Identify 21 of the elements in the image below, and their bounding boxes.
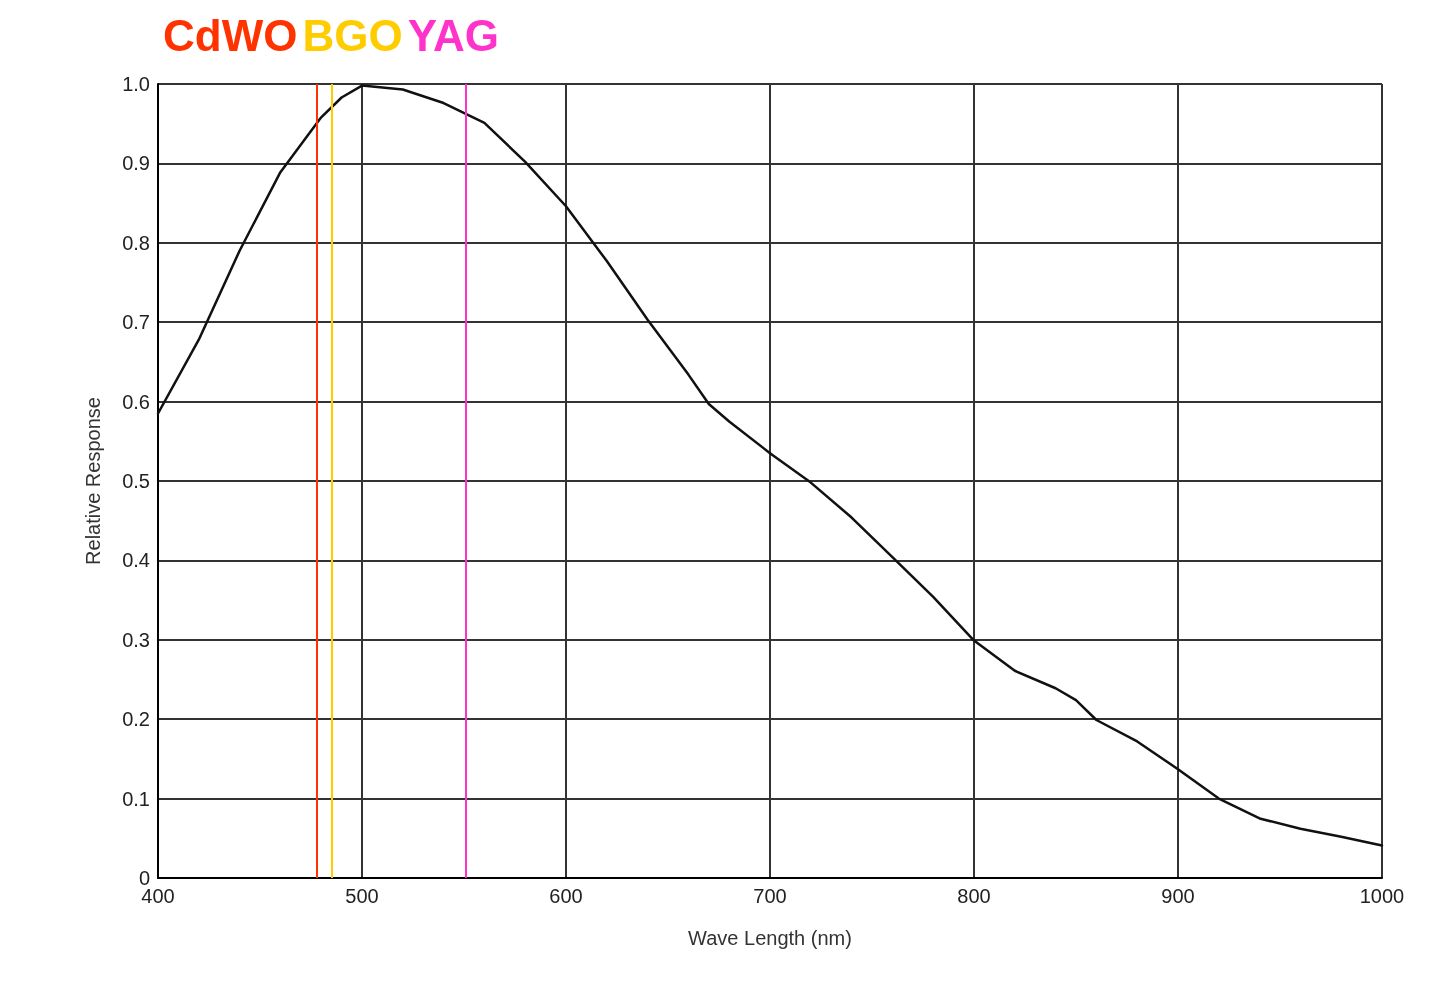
x-tick-label: 900 bbox=[1161, 885, 1195, 907]
x-tick-label: 600 bbox=[549, 885, 583, 907]
x-tick-label: 700 bbox=[753, 885, 787, 907]
y-tick-label: 0.2 bbox=[122, 708, 150, 731]
y-tick-label: 0.6 bbox=[122, 390, 150, 413]
y-tick-label: 0.9 bbox=[122, 152, 150, 175]
y-tick-label: 1.0 bbox=[122, 73, 150, 95]
y-axis-title: Relative Response bbox=[82, 397, 104, 565]
y-tick-label: 0.1 bbox=[122, 787, 150, 810]
y-tick-label: 0.7 bbox=[122, 311, 150, 334]
ref-line-label: YAG bbox=[407, 10, 499, 60]
x-tick-label: 1000 bbox=[1359, 885, 1405, 907]
y-tick-label: 0.8 bbox=[122, 231, 150, 254]
y-tick-label: 0.3 bbox=[122, 628, 150, 651]
ref-line-label: CdWO bbox=[163, 10, 298, 60]
x-tick-label: 500 bbox=[345, 885, 379, 907]
ref-line-label: BGO bbox=[302, 10, 403, 60]
y-tick-label: 0.5 bbox=[122, 470, 150, 492]
x-axis-title: Wave Length (nm) bbox=[688, 927, 852, 949]
y-tick-label: 0.4 bbox=[122, 549, 150, 572]
x-tick-label: 800 bbox=[957, 885, 991, 907]
